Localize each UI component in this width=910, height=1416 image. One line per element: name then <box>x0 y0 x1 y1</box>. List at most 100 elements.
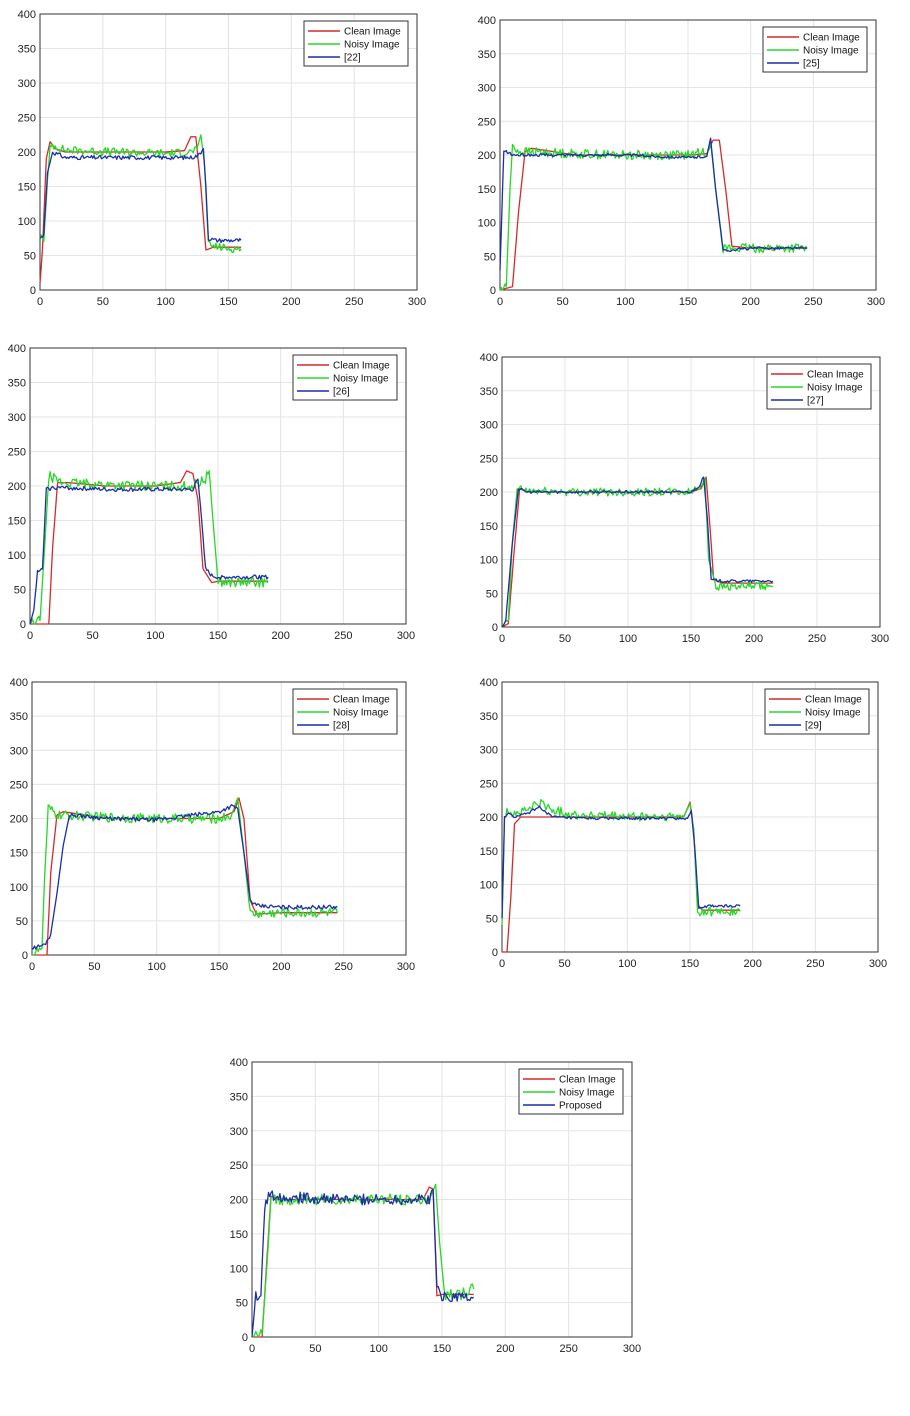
y-tick-label: 300 <box>230 1126 248 1138</box>
y-tick-label: 200 <box>230 1195 248 1207</box>
y-tick-label: 100 <box>10 882 28 894</box>
x-tick-label: 200 <box>271 630 289 642</box>
y-tick-label: 250 <box>10 779 28 791</box>
legend: Clean Image Noisy Image [27] <box>766 363 872 410</box>
x-tick-label: 200 <box>745 633 763 645</box>
y-tick-label: 50 <box>14 585 26 597</box>
y-tick-label: 50 <box>486 913 498 925</box>
x-tick-label: 250 <box>334 961 352 973</box>
legend-entry: [29] <box>805 721 822 732</box>
y-tick-label: 350 <box>8 378 26 390</box>
x-tick-label: 0 <box>37 296 43 308</box>
legend: Clean Image Noisy Image [29] <box>764 688 870 735</box>
x-tick-label: 250 <box>334 630 352 642</box>
y-tick-label: 200 <box>8 481 26 493</box>
y-tick-label: 100 <box>478 218 496 230</box>
y-tick-label: 300 <box>8 412 26 424</box>
legend: Clean Image Noisy Image [22] <box>303 20 409 67</box>
y-tick-label: 50 <box>484 251 496 263</box>
x-tick-label: 0 <box>497 296 503 308</box>
legend-entry: Clean Image <box>807 370 864 381</box>
y-tick-label: 150 <box>480 846 498 858</box>
series-line-proposed <box>251 1188 475 1338</box>
x-tick-label: 250 <box>808 633 826 645</box>
y-tick-label: 100 <box>8 550 26 562</box>
y-tick-label: 150 <box>230 1229 248 1241</box>
y-tick-label: 0 <box>30 285 36 297</box>
y-tick-label: 150 <box>10 848 28 860</box>
y-tick-label: 300 <box>480 420 498 432</box>
axes-box <box>251 1061 633 1338</box>
chart-panel-22: 0 50 100 150 200 250 300 0 50 100 150 200 250 300 350 4… <box>18 9 427 308</box>
y-tick-label: 100 <box>18 216 36 228</box>
x-tick-label: 100 <box>146 630 164 642</box>
y-tick-label: 50 <box>236 1298 248 1310</box>
x-tick-label: 300 <box>623 1343 641 1355</box>
x-tick-label: 150 <box>681 958 699 970</box>
axes-box <box>31 681 407 956</box>
y-tick-label: 350 <box>480 386 498 398</box>
legend-entry: Clean Image <box>803 33 860 44</box>
x-tick-label: 0 <box>27 630 33 642</box>
y-tick-label: 300 <box>480 745 498 757</box>
legend-entry: Clean Image <box>559 1075 616 1086</box>
legend-entry: Clean Image <box>344 27 401 38</box>
legend-entry: Clean Image <box>805 695 862 706</box>
legend-entry: Noisy Image <box>805 708 861 719</box>
x-tick-label: 200 <box>741 296 759 308</box>
x-tick-label: 50 <box>87 630 99 642</box>
y-tick-label: 350 <box>10 711 28 723</box>
axes-box <box>501 681 879 953</box>
y-tick-label: 100 <box>230 1263 248 1275</box>
series-line-27 <box>501 476 774 628</box>
y-tick-label: 350 <box>480 711 498 723</box>
x-tick-label: 50 <box>557 296 569 308</box>
chart-panel-27: 0 50 100 150 200 250 300 0 50 100 150 200 250 300 350 4… <box>480 352 890 645</box>
legend-entry: Noisy Image <box>807 383 863 394</box>
legend-entry: Noisy Image <box>344 40 400 51</box>
legend: Clean Image Noisy Image [25] <box>762 26 868 73</box>
y-tick-label: 50 <box>16 916 28 928</box>
x-tick-label: 150 <box>679 296 697 308</box>
legend-entry: Noisy Image <box>559 1088 615 1099</box>
x-tick-label: 250 <box>806 958 824 970</box>
chart-panel-26: 0 50 100 150 200 250 300 0 50 100 150 200 250 300 350 4… <box>8 343 416 642</box>
legend-entry: [26] <box>333 387 350 398</box>
x-tick-label: 0 <box>499 633 505 645</box>
y-tick-label: 0 <box>242 1332 248 1344</box>
x-tick-label: 300 <box>397 630 415 642</box>
y-tick-label: 400 <box>480 352 498 364</box>
series-line-22 <box>39 147 242 244</box>
y-tick-label: 0 <box>490 285 496 297</box>
chart-panel-29: 0 50 100 150 200 250 300 0 50 100 150 200 250 300 350 4… <box>480 677 888 970</box>
x-tick-label: 150 <box>219 296 237 308</box>
y-tick-label: 200 <box>478 150 496 162</box>
y-tick-label: 100 <box>480 880 498 892</box>
x-tick-label: 50 <box>88 961 100 973</box>
y-tick-label: 200 <box>480 812 498 824</box>
y-tick-label: 0 <box>20 619 26 631</box>
y-tick-label: 400 <box>230 1057 248 1069</box>
axes-box <box>499 19 877 291</box>
y-tick-label: 150 <box>8 516 26 528</box>
legend-entry: [22] <box>344 53 361 64</box>
y-tick-label: 150 <box>480 521 498 533</box>
x-tick-label: 200 <box>282 296 300 308</box>
series-line-29 <box>501 805 741 919</box>
x-tick-label: 50 <box>309 1343 321 1355</box>
y-tick-label: 100 <box>480 555 498 567</box>
y-tick-label: 50 <box>24 251 36 263</box>
series-line-25 <box>499 137 808 270</box>
legend-entry: Noisy Image <box>333 708 389 719</box>
chart-panel-proposed: 0 50 100 150 200 250 300 0 50 100 150 200 250 300 350 4… <box>230 1057 642 1355</box>
x-tick-label: 250 <box>345 296 363 308</box>
x-tick-label: 300 <box>408 296 426 308</box>
chart-panel-28: 0 50 100 150 200 250 300 0 50 100 150 200 250 300 350 4… <box>10 677 416 973</box>
x-tick-label: 50 <box>97 296 109 308</box>
x-tick-label: 0 <box>499 958 505 970</box>
y-tick-label: 350 <box>230 1091 248 1103</box>
x-tick-label: 0 <box>29 961 35 973</box>
x-tick-label: 150 <box>433 1343 451 1355</box>
y-tick-label: 0 <box>492 622 498 634</box>
x-tick-label: 100 <box>619 633 637 645</box>
